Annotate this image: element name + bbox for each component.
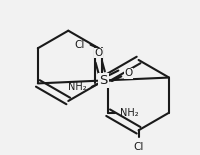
Text: Cl: Cl xyxy=(133,142,143,152)
Text: NH₂: NH₂ xyxy=(68,82,87,92)
Text: O: O xyxy=(124,69,132,78)
Text: NH₂: NH₂ xyxy=(119,108,138,118)
Text: Cl: Cl xyxy=(74,40,84,50)
Text: S: S xyxy=(99,74,107,87)
Text: O: O xyxy=(94,48,102,58)
